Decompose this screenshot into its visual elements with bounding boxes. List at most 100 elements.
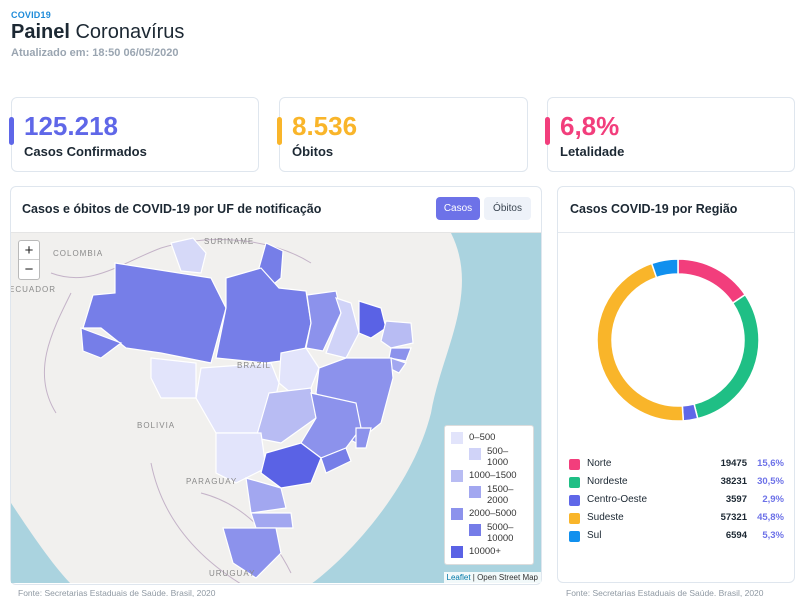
legend-item: 0–500 [469,432,496,443]
map-label-ecuador: ECUADOR [11,285,57,294]
legend-swatch [469,486,481,498]
state-ms[interactable] [215,432,267,484]
donut-slice-norte[interactable] [677,258,747,305]
donut-slice-sudeste[interactable] [596,262,685,422]
toggle-cases-button[interactable]: Casos [436,197,480,220]
pacific-ocean [11,503,71,583]
region-percent: 2,9% [762,494,784,505]
zoom-in-button[interactable]: + [19,241,39,260]
updated-timestamp: Atualizado em: 18:50 06/05/2020 [11,47,179,59]
legend-swatch [569,513,580,524]
region-value: 3597 [725,494,747,505]
toggle-deaths-button[interactable]: Óbitos [484,197,531,220]
state-pr[interactable] [245,477,287,514]
region-source-note: Fonte: Secretarias Estaduais de Saúde. B… [566,588,764,598]
region-panel [557,186,795,583]
region-donut-chart [596,258,760,422]
accent-bar [545,117,550,145]
region-percent: 45,8% [757,512,784,523]
region-value: 6594 [725,530,747,541]
region-name: Sul [587,530,602,541]
legend-swatch [451,508,463,520]
legend-item: 5000–10000 [487,522,514,544]
legend-swatch [469,448,481,460]
legend-item: 1000–1500 [469,470,517,481]
state-ma[interactable] [305,290,342,352]
card-deaths: 8.536 Óbitos [277,97,528,172]
accent-bar [9,117,14,145]
legend-item: 2000–5000 [469,508,517,519]
map-label-bolivia: BOLIVIA [137,421,176,430]
accent-bar [277,117,282,145]
map-legend: 0–500 500–1000 1000–1500 1500–2000 2000–… [444,425,534,565]
state-ro[interactable] [150,357,197,399]
state-sc[interactable] [250,512,294,529]
region-panel-title: Casos COVID-19 por Região [570,202,738,216]
card-lethality: 6,8% Letalidade [545,97,795,172]
state-rs[interactable] [222,527,282,579]
map-label-uruguay: URUGUAY [209,569,256,578]
region-name: Norte [587,458,612,469]
state-am[interactable] [82,262,227,364]
confirmed-cases-value: 125.218 [24,111,118,141]
state-rn-pb-pe[interactable] [380,320,414,349]
state-rr[interactable] [170,237,207,274]
state-to[interactable] [278,347,320,394]
region-percent: 5,3% [762,530,784,541]
legend-swatch [469,524,481,536]
legend-swatch [451,470,463,482]
state-rj[interactable] [320,447,352,474]
map-label-suriname: SURINAME [204,237,255,246]
donut-slice-centro-oeste[interactable] [681,403,699,422]
legend-swatch [569,495,580,506]
legend-swatch [451,546,463,558]
region-name: Centro-Oeste [587,494,648,505]
region-legend-row[interactable]: Norte 19475 15,6% [569,458,784,472]
donut-slice-nordeste[interactable] [693,293,760,420]
region-value: 38231 [720,476,747,487]
deaths-value: 8.536 [292,111,358,141]
legend-swatch [569,477,580,488]
legend-swatch [569,531,580,542]
legend-item: 1500–2000 [487,484,514,506]
choropleth-map[interactable]: + − COLOMBIA SURINAME ECUADOR BRAZIL BOL… [11,232,541,583]
page-title: Painel Coronavírus [11,21,185,43]
card-confirmed-cases: 125.218 Casos Confirmados [9,97,259,172]
legend-swatch [569,459,580,470]
deaths-label: Óbitos [292,144,334,159]
region-legend-row[interactable]: Sudeste 57321 45,8% [569,512,784,526]
map-attribution: Leaflet | Open Street Map [443,572,541,583]
map-source-note: Fonte: Secretarias Estaduais de Saúde. B… [18,588,216,598]
app-tag: COVID19 [11,10,51,20]
map-panel-title: Casos e óbitos de COVID-19 por UF de not… [22,202,322,216]
country-borders [43,239,312,583]
state-es[interactable] [355,427,372,449]
state-ce[interactable] [358,300,387,339]
region-name: Sudeste [587,512,624,523]
confirmed-cases-label: Casos Confirmados [24,144,147,159]
leaflet-link[interactable]: Leaflet [446,573,471,582]
region-value: 19475 [720,458,747,469]
state-go-df[interactable] [255,387,317,444]
region-legend-row[interactable]: Sul 6594 5,3% [569,530,784,544]
region-legend-row[interactable]: Nordeste 38231 30,5% [569,476,784,490]
region-value: 57321 [720,512,747,523]
legend-item: 10000+ [469,546,501,557]
state-pe[interactable] [388,347,412,362]
divider [558,232,794,233]
state-ac[interactable] [80,327,123,359]
zoom-control: + − [18,240,40,280]
region-percent: 30,5% [757,476,784,487]
osm-link[interactable]: Open Street Map [477,573,538,582]
map-label-colombia: COLOMBIA [53,249,104,258]
region-name: Nordeste [587,476,628,487]
region-legend-row[interactable]: Centro-Oeste 3597 2,9% [569,494,784,508]
legend-item: 500–1000 [487,446,509,468]
lethality-label: Letalidade [560,144,625,159]
region-percent: 15,6% [757,458,784,469]
donut-slice-sul[interactable] [650,258,679,279]
zoom-out-button[interactable]: − [24,261,34,278]
legend-swatch [451,432,463,444]
state-sp[interactable] [260,442,322,489]
state-pa[interactable] [215,267,312,364]
